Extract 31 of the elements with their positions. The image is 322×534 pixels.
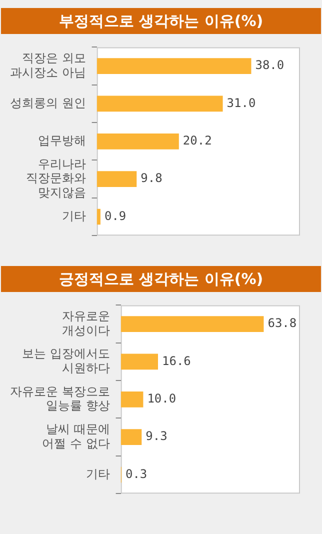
chart-title: 긍정적으로 생각하는 이유(%) xyxy=(1,266,321,292)
chart-title: 부정적으로 생각하는 이유(%) xyxy=(1,8,321,34)
y-tick-label: 업무방해 xyxy=(38,134,86,148)
data-label: 9.8 xyxy=(140,171,162,186)
data-label: 38.0 xyxy=(255,58,284,72)
data-label: 10.0 xyxy=(147,392,176,406)
data-label: 31.0 xyxy=(226,96,256,110)
y-tick-label: 성희롱의 원인 xyxy=(10,96,86,110)
bar xyxy=(96,208,100,225)
bar xyxy=(120,354,158,370)
bar xyxy=(120,391,144,408)
y-tick-label: 직장은 외모 과시장소 아님 xyxy=(10,50,86,80)
data-label: 0.9 xyxy=(104,208,126,223)
bar xyxy=(96,171,137,187)
data-label: 63.8 xyxy=(268,316,297,330)
y-tick-label: 자유로운 개성이다 xyxy=(62,308,110,338)
data-label: 20.2 xyxy=(182,134,212,148)
bar xyxy=(96,58,252,74)
data-label: 9.3 xyxy=(146,429,168,444)
bar xyxy=(96,133,179,150)
y-tick-label: 기타 xyxy=(62,208,86,223)
y-tick-label: 날씨 때문에 어쩔 수 없다 xyxy=(42,422,110,450)
bar xyxy=(120,429,142,445)
data-label: 0.3 xyxy=(125,466,148,481)
y-tick-label: 우리나라 직장문화와 맞지않음 xyxy=(26,156,86,200)
y-tick-label: 보는 입장에서도 시원하다 xyxy=(22,346,110,376)
y-tick-label: 기타 xyxy=(86,466,110,481)
data-label: 16.6 xyxy=(162,354,191,368)
bar xyxy=(96,96,223,112)
bar xyxy=(120,316,264,332)
y-tick-label: 자유로운 복장으로 일능률 향상 xyxy=(10,384,110,413)
